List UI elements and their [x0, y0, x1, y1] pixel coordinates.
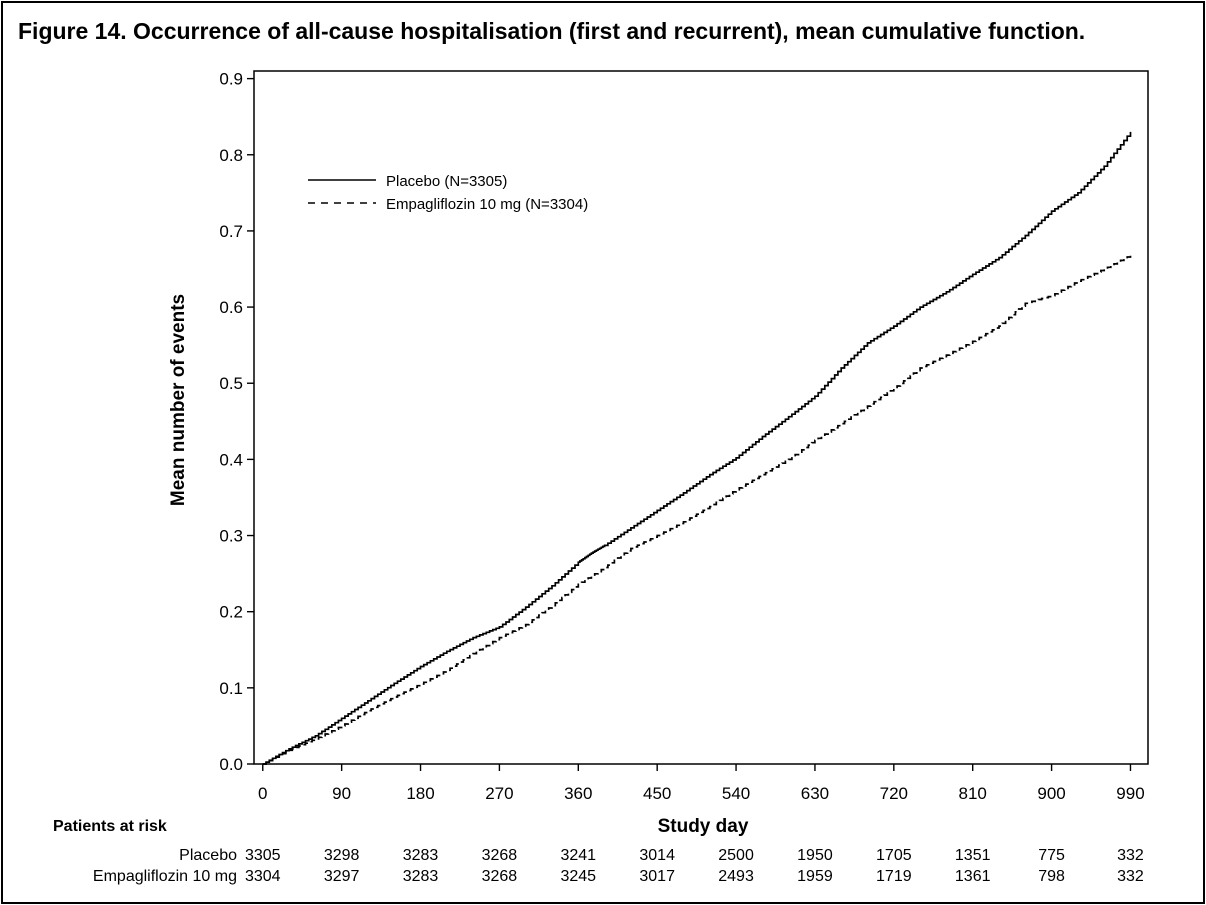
risk-cell: 3297: [324, 868, 360, 885]
y-axis: 0.0 0.1 0.2 0.3 0.4 0.5 0.6 0.7 0.8 0.9: [219, 70, 254, 774]
x-tick-label: 540: [722, 784, 750, 803]
risk-cell: 1950: [797, 847, 833, 864]
risk-cell: 2500: [718, 847, 754, 864]
y-tick-label: 0.6: [219, 298, 243, 317]
series-line-empagliflozin: [262, 255, 1132, 765]
x-tick-label: 90: [332, 784, 351, 803]
risk-cell: 3268: [482, 868, 518, 885]
risk-cell: 1705: [876, 847, 912, 864]
x-tick-label: 180: [406, 784, 434, 803]
y-tick-label: 0.2: [219, 603, 243, 622]
risk-cell: 3298: [324, 847, 360, 864]
risk-cell: 332: [1117, 847, 1144, 864]
x-tick-label: 360: [564, 784, 592, 803]
y-tick-label: 0.9: [219, 70, 243, 89]
risk-row-label: Empagliflozin 10 mg: [93, 868, 237, 885]
risk-cell: 1351: [955, 847, 991, 864]
x-tick-label: 990: [1116, 784, 1144, 803]
risk-table-header: Patients at risk: [53, 818, 167, 835]
y-tick-label: 0.7: [219, 222, 243, 241]
legend-label-empagliflozin: Empagliflozin 10 mg (N=3304): [386, 196, 588, 213]
y-tick-label: 0.1: [219, 679, 243, 698]
y-tick-label: 0.3: [219, 527, 243, 546]
x-axis-title: Study day: [658, 816, 749, 837]
risk-cell: 775: [1038, 847, 1065, 864]
risk-cell: 3268: [482, 847, 518, 864]
y-tick-label: 0.4: [219, 450, 243, 469]
x-tick-label: 810: [959, 784, 987, 803]
y-tick-label: 0.8: [219, 146, 243, 165]
risk-row-label: Placebo: [179, 847, 237, 864]
risk-cell: 3283: [403, 847, 439, 864]
y-tick-label: 0.5: [219, 374, 243, 393]
risk-cell: 332: [1117, 868, 1144, 885]
risk-cell: 3305: [245, 847, 281, 864]
risk-cell: 798: [1038, 868, 1065, 885]
x-axis: 0 90 180 270 360 450 540 630 720 810 900 990: [258, 764, 1145, 803]
risk-cell: 3304: [245, 868, 281, 885]
risk-cell: 1719: [876, 868, 912, 885]
series-lines: [262, 131, 1132, 765]
legend: Placebo (N=3305) Empagliflozin 10 mg (N=…: [308, 173, 588, 213]
risk-cell: 1361: [955, 868, 991, 885]
x-tick-label: 720: [880, 784, 908, 803]
x-tick-label: 0: [258, 784, 267, 803]
x-tick-label: 900: [1037, 784, 1065, 803]
risk-cell: 2493: [718, 868, 754, 885]
x-tick-label: 630: [801, 784, 829, 803]
risk-cell: 3245: [560, 868, 596, 885]
figure-title: Figure 14. Occurrence of all-cause hospi…: [18, 18, 1086, 44]
y-tick-label: 0.0: [219, 755, 243, 774]
series-line-placebo: [262, 131, 1132, 765]
legend-label-placebo: Placebo (N=3305): [386, 173, 507, 190]
y-axis-title: Mean number of events: [168, 294, 189, 506]
risk-cell: 3283: [403, 868, 439, 885]
risk-cell: 3014: [639, 847, 675, 864]
plot-area-frame: [253, 70, 1149, 765]
x-tick-label: 450: [643, 784, 671, 803]
risk-cell: 3241: [560, 847, 596, 864]
risk-cell: 1959: [797, 868, 833, 885]
risk-cell: 3017: [639, 868, 675, 885]
x-tick-label: 270: [485, 784, 513, 803]
risk-table: Placebo 3305 3298 3283 3268 3241 3014 2500 1950 1…: [93, 847, 1144, 885]
